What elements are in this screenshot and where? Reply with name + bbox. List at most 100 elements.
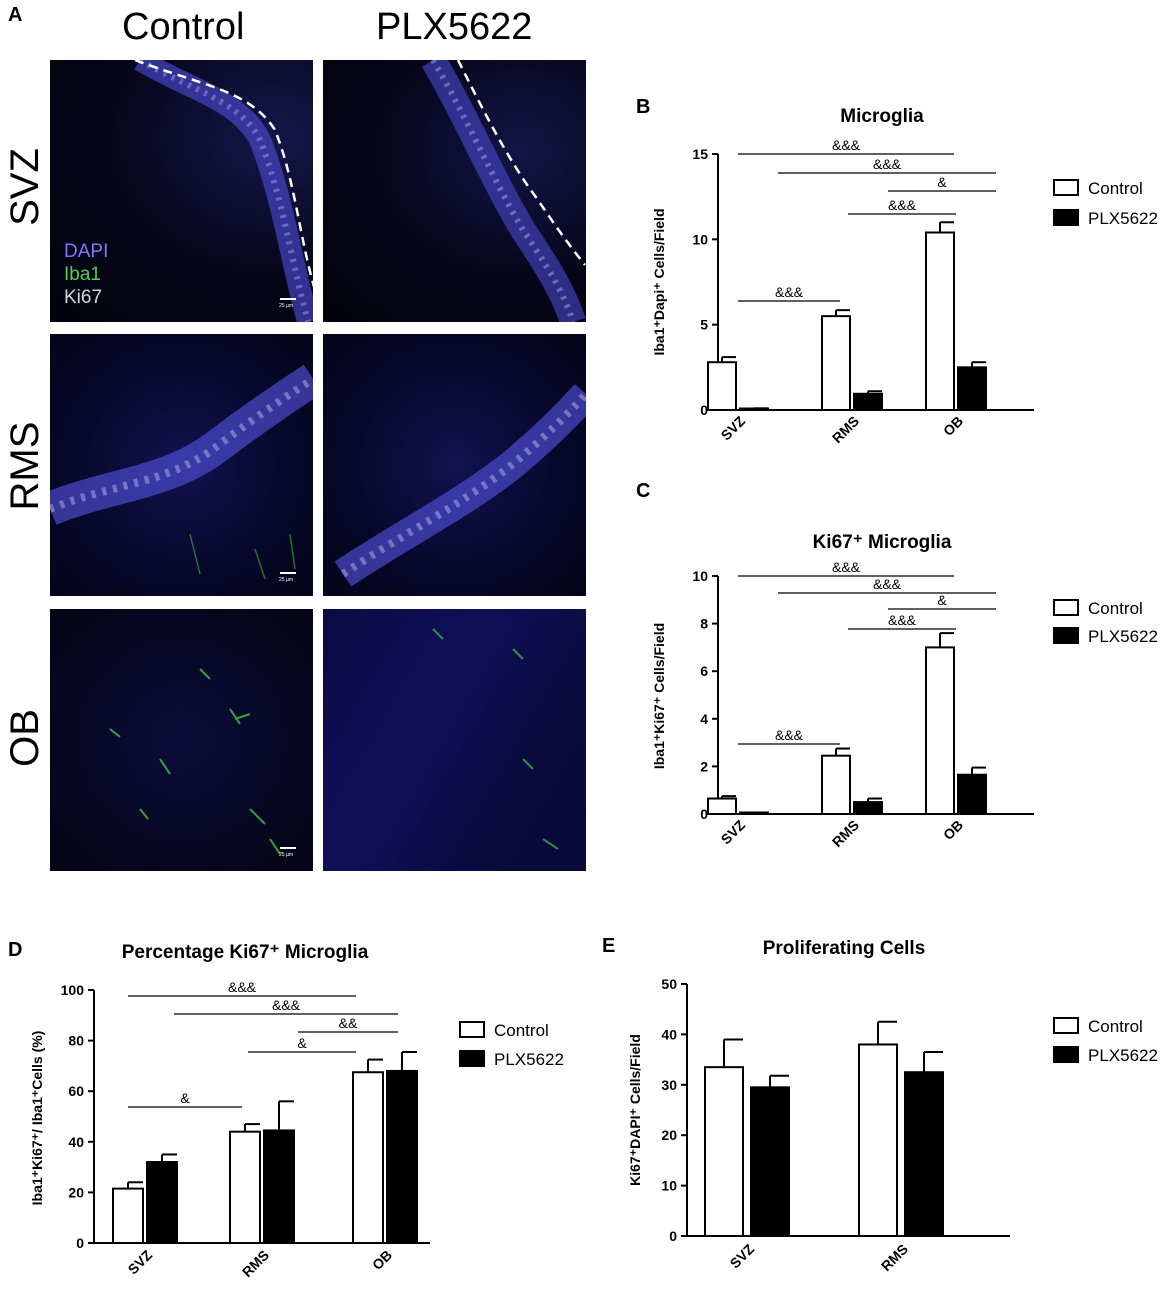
x-category-label: RMS (878, 1241, 911, 1274)
row-label-ob: OB (3, 709, 47, 767)
micrograph-rms-plx5622-overlay (334, 383, 586, 587)
micrograph-svz-control-overlay (134, 60, 313, 322)
y-tick-label: 2 (700, 758, 708, 774)
legend-label-control: Control (1088, 1017, 1143, 1036)
y-tick-label: 15 (692, 146, 708, 162)
panel-c-letter: C (636, 480, 651, 502)
channel-label-dapi: DAPI (64, 241, 109, 262)
x-category-label: SVZ (125, 1246, 156, 1277)
bar-control-svz (707, 361, 737, 412)
legend-label-control: Control (1088, 599, 1143, 618)
micrograph-rms-control-overlay (50, 364, 313, 580)
legend-swatch-control (459, 1021, 485, 1038)
legend-label-plx5622: PLX5622 (494, 1050, 564, 1069)
significance-label: && (339, 1015, 358, 1031)
x-category-label: SVZ (727, 1240, 758, 1271)
y-tick-label: 0 (700, 402, 708, 418)
y-tick-label: 40 (661, 1026, 677, 1042)
significance-label: & (180, 1090, 190, 1106)
micrograph-svz-control: DAPI Iba1 Ki67 25 µm (50, 60, 313, 322)
x-category-label: RMS (239, 1247, 272, 1280)
y-axis-label: Iba1⁺Ki67⁺/ Iba1⁺Cells (%) (29, 1031, 45, 1206)
bar-plx5622-rms (853, 801, 883, 816)
y-tick-label: 20 (661, 1127, 677, 1143)
chart-title: Ki67⁺ Microglia (813, 532, 952, 553)
y-tick-label: 4 (700, 711, 708, 727)
significance-label: &&& (873, 156, 902, 172)
legend-swatch-control (1053, 599, 1079, 616)
significance-label: &&& (272, 997, 301, 1013)
bar-plx5622-rms (853, 392, 883, 411)
significance-label: & (937, 174, 947, 190)
micrograph-ob-plx5622 (323, 609, 586, 871)
significance-label: &&& (873, 576, 902, 592)
significance-label: &&& (888, 612, 917, 628)
chart-title: Proliferating Cells (763, 938, 926, 959)
panel-d-letter: D (8, 939, 23, 961)
bar-control-svz (704, 1066, 744, 1237)
bar-plx5622-svz (146, 1161, 178, 1244)
bar-control-rms (821, 754, 851, 816)
legend-swatch-plx5622 (459, 1050, 485, 1067)
x-category-label: RMS (829, 817, 862, 850)
legend-label-plx5622: PLX5622 (1088, 209, 1158, 228)
bar-plx5622-ob (386, 1069, 418, 1244)
x-category-label: RMS (829, 413, 862, 446)
significance-label: &&& (775, 284, 804, 300)
significance-label: & (297, 1035, 307, 1051)
x-category-label: SVZ (718, 816, 749, 847)
panel-e-letter: E (602, 935, 616, 957)
scale-bar-label: 25 µm (279, 577, 293, 583)
legend-swatch-control (1053, 1017, 1079, 1034)
y-tick-label: 0 (669, 1228, 677, 1244)
legend-swatch-plx5622 (1053, 209, 1079, 226)
legend-label-control: Control (1088, 179, 1143, 198)
significance-label: & (937, 592, 947, 608)
panel-b-letter: B (636, 96, 651, 118)
y-tick-label: 80 (68, 1033, 84, 1049)
x-category-label: OB (940, 413, 966, 439)
row-label-svz: SVZ (3, 148, 47, 226)
micrograph-rms-control: 25 µm (50, 334, 313, 596)
legend-label-plx5622: PLX5622 (1088, 1046, 1158, 1065)
chart-proliferating-cells: Proliferating Cells Ki67⁺DAPI⁺ Cells/Fiel… (627, 938, 1158, 1274)
significance-label: &&& (228, 979, 257, 995)
legend-swatch-plx5622 (1053, 627, 1079, 644)
x-category-label: SVZ (718, 412, 749, 443)
scale-bar-label: 25 µm (279, 852, 293, 858)
micrograph-rms-plx5622 (323, 334, 586, 596)
scale-bar (280, 298, 296, 300)
chart-percentage-ki67-microglia: Percentage Ki67⁺ Microglia Iba1⁺Ki67⁺/ Ib… (29, 942, 564, 1280)
significance-label: &&& (888, 197, 917, 213)
bar-control-ob (925, 646, 955, 816)
y-tick-label: 40 (68, 1134, 84, 1150)
scale-bar-label: 25 µm (279, 303, 293, 309)
legend-label-plx5622: PLX5622 (1088, 627, 1158, 646)
y-tick-label: 0 (76, 1235, 84, 1251)
micrograph-ob-plx5622-overlay (432, 628, 559, 850)
y-tick-label: 50 (661, 976, 677, 992)
y-axis-label: Iba1⁺Dapi⁺ Cells/Field (651, 208, 667, 355)
panel-a-letter: A (8, 4, 23, 26)
bar-control-ob (352, 1071, 384, 1244)
y-tick-label: 60 (68, 1083, 84, 1099)
scale-bar (280, 572, 296, 574)
bar-plx5622-rms (904, 1071, 944, 1237)
significance-label: &&& (832, 137, 861, 153)
bar-plx5622-rms (263, 1129, 295, 1244)
y-tick-label: 10 (692, 568, 708, 584)
column-title-control: Control (122, 6, 245, 48)
legend-label-control: Control (494, 1021, 549, 1040)
y-tick-label: 5 (700, 317, 708, 333)
bar-control-svz (707, 797, 737, 815)
bar-plx5622-ob (957, 773, 987, 815)
bar-control-svz (112, 1187, 144, 1244)
y-tick-label: 0 (700, 806, 708, 822)
micrograph-ob-control-overlay (109, 668, 281, 855)
column-title-plx5622: PLX5622 (376, 6, 533, 48)
bar-control-ob (925, 231, 955, 411)
x-category-label: OB (940, 817, 966, 843)
micrograph-svz-plx5622-overlay (421, 60, 586, 322)
y-tick-label: 10 (661, 1178, 677, 1194)
channel-label-ki67: Ki67 (64, 287, 103, 308)
